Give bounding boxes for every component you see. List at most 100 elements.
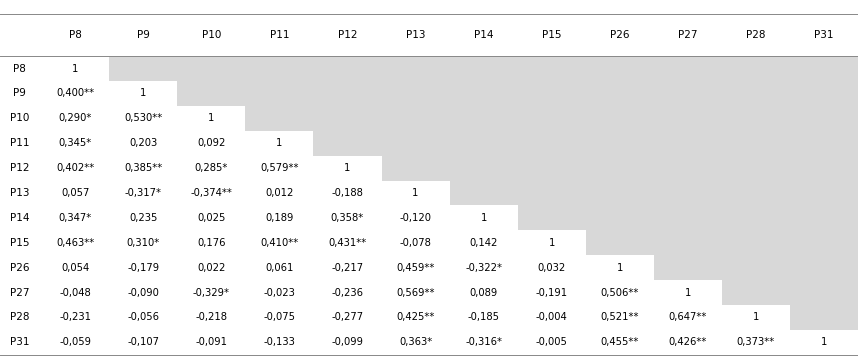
Text: 1: 1	[344, 163, 351, 173]
Text: 0,345*: 0,345*	[58, 138, 92, 148]
Bar	[517, 81, 586, 106]
Text: 0,425**: 0,425**	[396, 312, 435, 323]
Bar	[450, 131, 517, 156]
Text: -0,218: -0,218	[196, 312, 227, 323]
Bar	[178, 330, 245, 355]
Text: 0,032: 0,032	[538, 263, 565, 273]
Bar	[790, 106, 858, 131]
Text: P28: P28	[10, 312, 29, 323]
Text: 1: 1	[821, 337, 827, 347]
Bar	[245, 305, 313, 330]
Text: 1: 1	[208, 113, 214, 123]
Bar	[790, 156, 858, 181]
Bar	[178, 280, 245, 305]
Text: 0,235: 0,235	[129, 213, 158, 223]
Text: 1: 1	[617, 263, 623, 273]
Text: 0,431**: 0,431**	[329, 238, 366, 248]
Bar	[41, 230, 109, 255]
Bar	[245, 156, 313, 181]
Text: P27: P27	[678, 30, 698, 40]
Text: 0,310*: 0,310*	[127, 238, 160, 248]
Bar	[109, 56, 178, 81]
Bar	[109, 255, 178, 280]
Bar	[586, 255, 654, 280]
Bar	[245, 206, 313, 230]
Text: -0,329*: -0,329*	[193, 287, 230, 298]
Text: 0,506**: 0,506**	[601, 287, 639, 298]
Bar	[722, 206, 790, 230]
Bar	[722, 56, 790, 81]
Text: -0,179: -0,179	[127, 263, 160, 273]
Bar	[654, 56, 722, 81]
Text: 0,189: 0,189	[265, 213, 293, 223]
Bar	[109, 280, 178, 305]
Text: 0,402**: 0,402**	[56, 163, 94, 173]
Bar	[790, 280, 858, 305]
Bar	[586, 230, 654, 255]
Text: 0,363*: 0,363*	[399, 337, 432, 347]
Text: -0,091: -0,091	[196, 337, 227, 347]
Bar	[41, 305, 109, 330]
Text: 0,057: 0,057	[61, 188, 89, 198]
Text: -0,099: -0,099	[331, 337, 364, 347]
Bar	[790, 255, 858, 280]
Bar	[109, 181, 178, 206]
Bar	[586, 206, 654, 230]
Bar	[41, 181, 109, 206]
Text: P10: P10	[10, 113, 29, 123]
Bar	[178, 206, 245, 230]
Bar	[586, 181, 654, 206]
Bar	[109, 106, 178, 131]
Text: 1: 1	[72, 64, 78, 73]
Bar	[654, 81, 722, 106]
Text: P11: P11	[10, 138, 29, 148]
Bar	[245, 181, 313, 206]
Text: 1: 1	[140, 88, 147, 98]
Text: P26: P26	[610, 30, 630, 40]
Bar	[178, 56, 245, 81]
Bar	[382, 255, 450, 280]
Text: -0,374**: -0,374**	[190, 188, 233, 198]
Bar	[109, 206, 178, 230]
Text: 1: 1	[685, 287, 691, 298]
Bar	[178, 106, 245, 131]
Bar	[790, 81, 858, 106]
Bar	[517, 280, 586, 305]
Text: P15: P15	[10, 238, 29, 248]
Bar	[313, 181, 382, 206]
Text: 1: 1	[548, 238, 555, 248]
Bar	[178, 181, 245, 206]
Text: 0,061: 0,061	[265, 263, 293, 273]
Bar	[450, 56, 517, 81]
Text: 1: 1	[413, 188, 419, 198]
Bar	[790, 181, 858, 206]
Bar	[654, 206, 722, 230]
Text: 0,012: 0,012	[265, 188, 293, 198]
Text: -0,316*: -0,316*	[465, 337, 502, 347]
Bar	[313, 131, 382, 156]
Bar	[586, 330, 654, 355]
Bar	[41, 81, 109, 106]
Text: 0,347*: 0,347*	[58, 213, 92, 223]
Text: P14: P14	[10, 213, 29, 223]
Bar	[517, 330, 586, 355]
Bar	[313, 206, 382, 230]
Text: -0,185: -0,185	[468, 312, 499, 323]
Text: P9: P9	[136, 30, 150, 40]
Bar	[245, 106, 313, 131]
Bar	[382, 156, 450, 181]
Text: -0,231: -0,231	[59, 312, 91, 323]
Text: P14: P14	[474, 30, 493, 40]
Bar	[790, 131, 858, 156]
Text: P13: P13	[406, 30, 426, 40]
Bar	[382, 81, 450, 106]
Bar	[654, 131, 722, 156]
Text: P8: P8	[14, 64, 27, 73]
Text: P12: P12	[10, 163, 29, 173]
Bar	[790, 330, 858, 355]
Bar	[41, 156, 109, 181]
Text: P9: P9	[14, 88, 27, 98]
Text: -0,107: -0,107	[127, 337, 160, 347]
Bar	[517, 206, 586, 230]
Bar	[245, 56, 313, 81]
